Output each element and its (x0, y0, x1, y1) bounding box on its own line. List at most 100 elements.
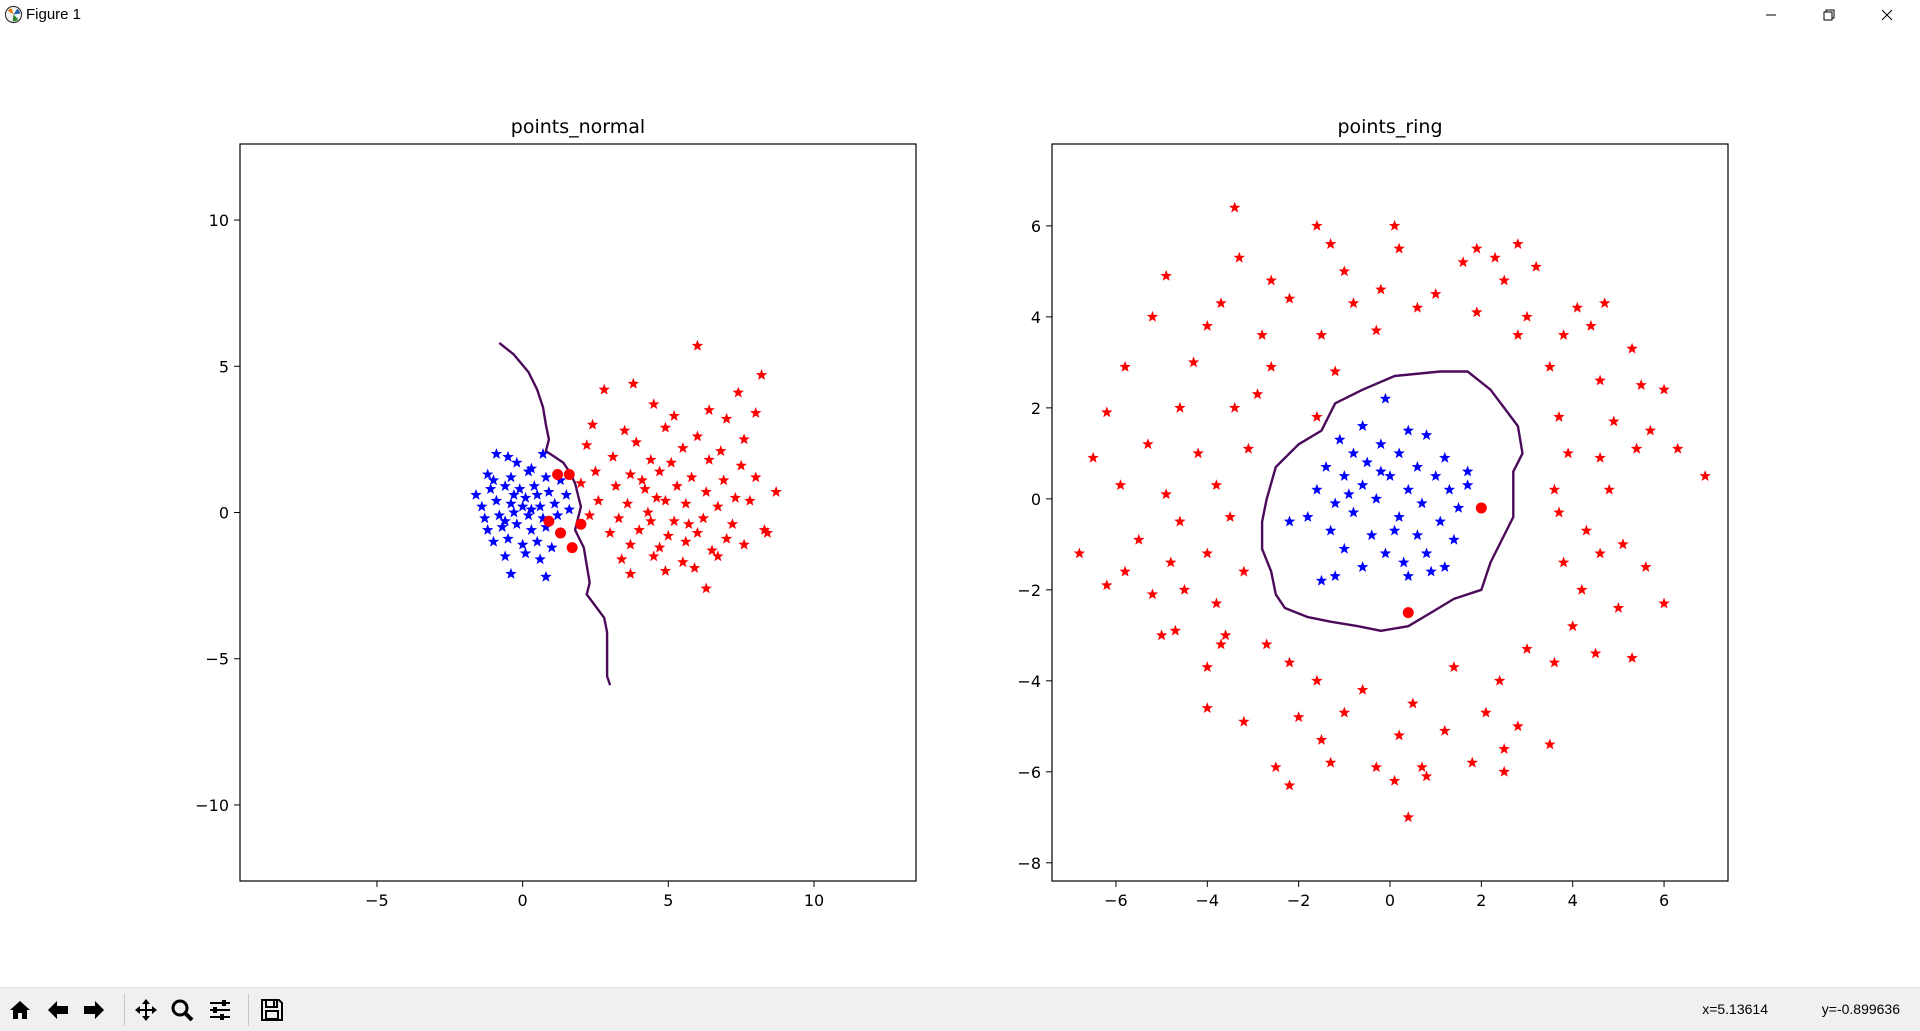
figure-canvas[interactable]: points_normal −5 0 5 10 −10 −5 0 5 10 points_ring −… (0, 30, 1920, 987)
data-point-star (1576, 583, 1588, 595)
data-point-star (613, 512, 625, 524)
data-point-star (1375, 438, 1387, 450)
data-point-star (560, 488, 573, 500)
support-vector-point (575, 518, 587, 530)
save-button[interactable] (256, 994, 288, 1026)
toolbar-separator (248, 994, 249, 1026)
data-point-star (1612, 602, 1625, 613)
data-point-star (499, 550, 511, 562)
y-tick-label: 4 (1031, 308, 1041, 327)
data-point-star (1498, 274, 1510, 286)
data-point-star (1521, 310, 1533, 322)
x-tick-label: 5 (663, 891, 673, 910)
restore-button[interactable] (1806, 0, 1852, 30)
data-point-star (1146, 588, 1159, 600)
data-point-star (744, 494, 756, 506)
data-point-star (1073, 547, 1086, 559)
data-point-star (543, 486, 555, 497)
data-point-star (1142, 438, 1154, 450)
data-point-star (1644, 424, 1657, 436)
data-point-star (1343, 488, 1355, 500)
x-tick-label: 6 (1659, 891, 1669, 910)
data-point-star (1370, 324, 1382, 336)
data-point-star (1251, 388, 1264, 400)
y-tick-label: 2 (1031, 399, 1041, 418)
data-point-star (1571, 301, 1583, 313)
data-point-star (1283, 292, 1296, 304)
support-vector-point (1402, 607, 1414, 619)
close-button[interactable] (1864, 0, 1910, 30)
data-point-star (1589, 647, 1602, 659)
subplot-title: points_normal (511, 116, 645, 138)
data-point-star (1617, 538, 1629, 550)
data-point-star (516, 500, 529, 512)
data-point-star (604, 526, 616, 538)
data-point-star (616, 553, 628, 565)
data-point-star (1370, 761, 1382, 773)
data-point-star (1165, 556, 1177, 568)
data-point-star (487, 474, 500, 486)
data-point-star (1329, 570, 1341, 582)
data-point-star (1411, 529, 1424, 541)
data-point-star (1548, 483, 1561, 495)
data-point-star (508, 488, 520, 500)
y-tick-label: −8 (1017, 854, 1041, 873)
x-tick-label: −2 (1287, 891, 1311, 910)
data-point-star (514, 483, 526, 494)
configure-subplots-button[interactable] (204, 994, 236, 1026)
data-point-star (525, 462, 538, 474)
data-point-star (659, 421, 672, 433)
data-point-star (516, 538, 529, 550)
data-point-star (1388, 524, 1401, 536)
data-point-star (1498, 743, 1510, 754)
data-point-star (1302, 511, 1314, 522)
zoom-button[interactable] (166, 994, 198, 1026)
data-point-star (531, 535, 543, 547)
data-point-star (703, 453, 715, 465)
data-point-star (685, 471, 698, 483)
data-point-star (659, 564, 672, 576)
home-button[interactable] (4, 994, 36, 1026)
data-point-star (1260, 638, 1273, 650)
data-point-star (1544, 738, 1556, 750)
x-tick-label: 0 (518, 891, 528, 910)
y-tick-label: 0 (1031, 490, 1041, 509)
y-tick-label: 0 (219, 504, 229, 523)
data-point-star (648, 398, 660, 410)
data-point-star (1270, 761, 1282, 773)
data-point-star (1338, 470, 1351, 481)
data-point-star (1594, 547, 1606, 559)
data-point-star (1567, 620, 1579, 632)
support-vector-point (566, 542, 578, 554)
data-point-star (1452, 501, 1465, 513)
data-point-star (1133, 533, 1145, 545)
support-vector-point (563, 468, 575, 480)
x-tick-label: −5 (365, 891, 389, 910)
data-point-star (1201, 702, 1213, 713)
data-point-star (1311, 674, 1323, 686)
data-point-star (1338, 265, 1351, 277)
data-point-star (1101, 579, 1113, 591)
back-button[interactable] (42, 994, 74, 1026)
data-point-star (1238, 715, 1250, 727)
data-point-star (1402, 570, 1414, 582)
data-point-star (1434, 515, 1446, 527)
data-point-star (1379, 392, 1392, 404)
data-point-star (653, 541, 666, 553)
data-point-star (540, 570, 552, 582)
data-point-star (1329, 497, 1341, 509)
data-point-star (1233, 251, 1245, 263)
data-point-star (639, 483, 651, 494)
data-point-star (1640, 561, 1652, 572)
data-point-star (1334, 433, 1346, 445)
support-vector-point (552, 468, 564, 480)
data-point-star (1594, 451, 1606, 463)
data-point-star (1489, 251, 1501, 263)
forward-button[interactable] (78, 994, 110, 1026)
data-point-star (1420, 770, 1433, 782)
minimize-button[interactable] (1748, 0, 1794, 30)
data-point-star (1379, 547, 1392, 559)
data-point-star (755, 369, 768, 380)
data-point-star (505, 497, 517, 509)
pan-button[interactable] (130, 994, 162, 1026)
